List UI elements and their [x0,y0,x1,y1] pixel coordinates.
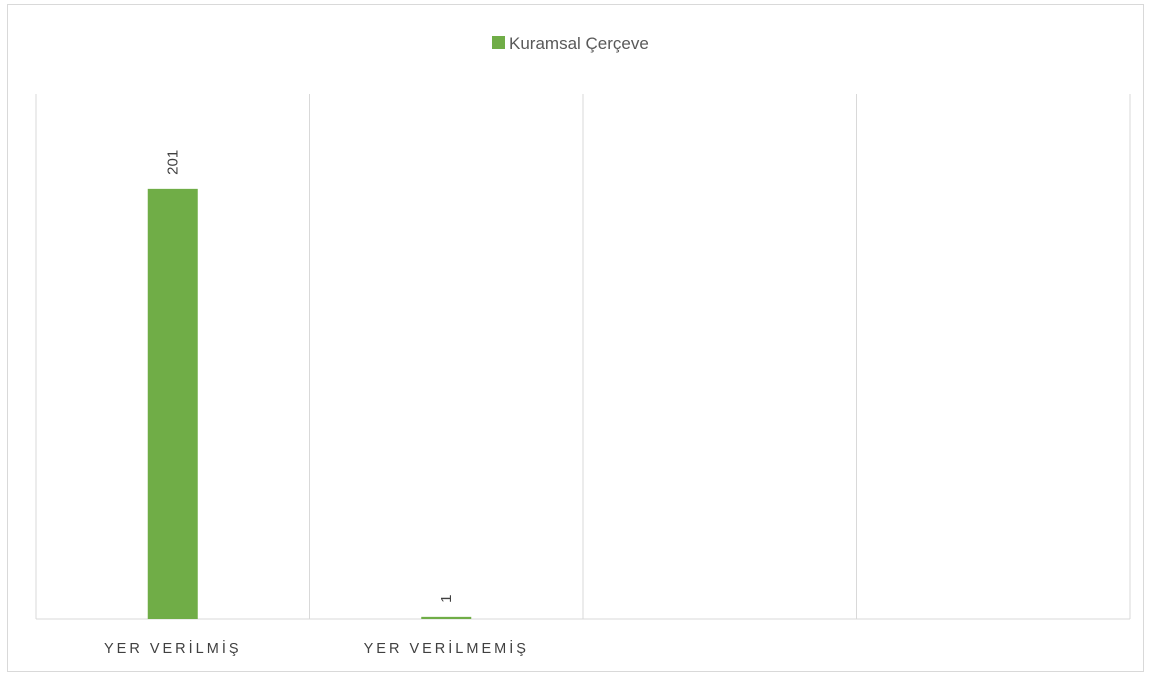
category-label: YER VERİLMEMİŞ [364,639,529,657]
bar [147,188,198,620]
data-label: 1 [438,595,455,603]
category-label: YER VERİLMİŞ [104,639,242,657]
bar [421,616,472,619]
data-label: 201 [165,150,182,175]
legend-swatch [492,36,505,49]
legend-label: Kuramsal Çerçeve [509,34,649,53]
